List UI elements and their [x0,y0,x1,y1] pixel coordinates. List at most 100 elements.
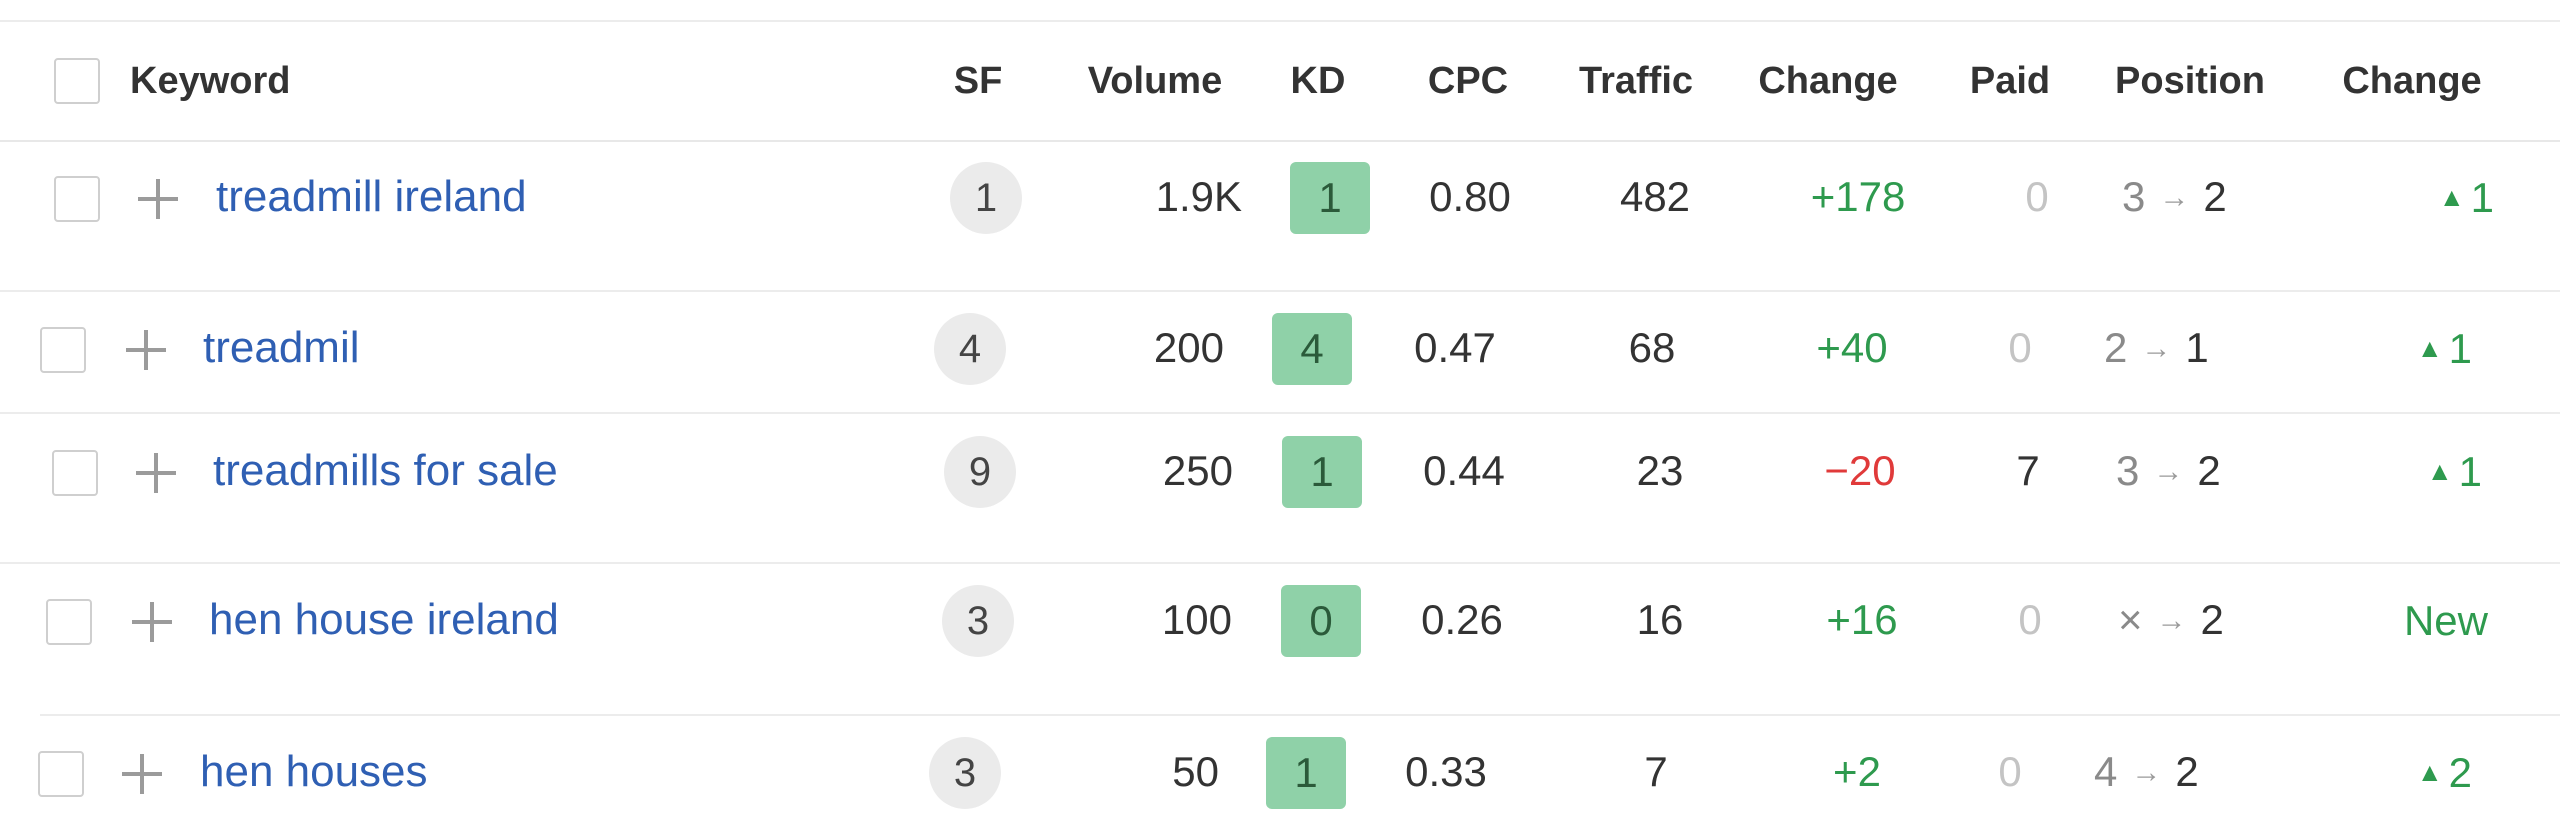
arrow-right-icon: → [2159,181,2190,214]
paid-value: 7 [2016,447,2040,494]
table-row: hen house ireland 3 100 0 0.26 16 +16 0 … [0,555,2560,685]
arrow-right-icon: → [2131,756,2162,789]
position-delta-value: 1 [2470,174,2494,221]
position-to: 1 [2185,324,2209,371]
col-keyword-header[interactable]: Keyword [130,60,291,102]
triangle-up-icon: ▲ [2416,333,2443,363]
col-traffic-header[interactable]: Traffic [1578,60,1694,102]
traffic-value: 23 [1636,447,1684,494]
triangle-up-icon: ▲ [2426,456,2453,486]
traffic-value: 7 [1644,748,1668,795]
paid-value: 0 [2018,596,2042,643]
volume-value: 1.9K [1155,173,1242,220]
col-change-header[interactable]: Change [1758,60,1898,102]
row-checkbox[interactable] [52,450,98,496]
col-position-header[interactable]: Position [2115,60,2265,102]
traffic-value: 16 [1636,596,1684,643]
position-delta-value: 1 [2448,325,2472,372]
position-delta-value: 2 [2448,749,2472,796]
arrow-right-icon: → [2153,455,2184,488]
col-position-change-header[interactable]: Change [2342,60,2482,102]
position-delta-value: 1 [2458,448,2482,495]
row-checkbox[interactable] [46,599,92,645]
volume-value: 200 [1153,324,1224,371]
sf-badge[interactable]: 9 [944,436,1016,508]
kd-badge: 1 [1290,162,1370,234]
position-delta: ▲ 2 [2417,746,2472,799]
position-from: 3 [2122,173,2146,220]
position-from-none: × [2118,596,2143,643]
traffic-change-value: +178 [1810,173,1906,220]
sf-badge[interactable]: 3 [942,585,1014,657]
position-delta: ▲ 1 [2417,322,2472,375]
position-to: 2 [2203,173,2227,220]
row-divider [0,562,2560,564]
row-divider [0,412,2560,414]
position-from: 3 [2116,447,2140,494]
traffic-value: 68 [1628,324,1676,371]
position-change: 3 → 2 [2116,445,2221,498]
select-all-checkbox[interactable] [54,58,100,104]
position-to: 2 [2200,596,2224,643]
sf-badge[interactable]: 1 [950,162,1022,234]
sf-badge[interactable]: 3 [929,737,1001,809]
add-keyword-plus-icon[interactable] [136,177,180,221]
cpc-value: 0.26 [1421,596,1503,643]
position-change: 2 → 1 [2104,322,2209,375]
add-keyword-plus-icon[interactable] [124,328,168,372]
row-divider [0,290,2560,292]
col-cpc-header[interactable]: CPC [1427,60,1509,102]
paid-value: 0 [2025,173,2049,220]
position-to: 2 [2175,748,2199,795]
row-checkbox[interactable] [54,176,100,222]
position-from: 4 [2094,748,2118,795]
volume-value: 50 [1172,748,1219,795]
new-label: New [2403,597,2488,644]
keyword-link[interactable]: hen house ireland [209,595,559,644]
add-keyword-plus-icon[interactable] [120,752,164,796]
col-paid-header[interactable]: Paid [1969,60,2051,102]
table-header: Keyword SF Volume KD CPC Traffic Change … [0,22,2560,142]
sf-badge[interactable]: 4 [934,313,1006,385]
row-divider [40,714,2560,716]
cpc-value: 0.47 [1414,324,1496,371]
col-volume-header[interactable]: Volume [1087,60,1223,102]
position-from: 2 [2104,324,2128,371]
table-row: treadmills for sale 9 250 1 0.44 23 −20 … [0,410,2560,540]
table-row: treadmill ireland 1 1.9K 1 0.80 482 +178… [0,142,2560,272]
position-change: 4 → 2 [2094,746,2199,799]
cpc-value: 0.33 [1405,748,1487,795]
arrow-right-icon: → [2141,332,2172,365]
triangle-up-icon: ▲ [2416,757,2443,787]
keyword-link[interactable]: hen houses [200,747,428,796]
traffic-change-value: −20 [1824,447,1896,494]
table-row: hen houses 3 50 1 0.33 7 +2 0 4 → 2 ▲ 2 [0,707,2560,837]
table-row: treadmil 4 200 4 0.47 68 +40 0 2 → 1 ▲ 1 [0,285,2560,415]
row-checkbox[interactable] [38,751,84,797]
kd-badge: 1 [1282,436,1362,508]
position-delta: ▲ 1 [2439,171,2494,224]
position-to: 2 [2197,447,2221,494]
position-delta: New [2398,594,2488,647]
row-checkbox[interactable] [40,327,86,373]
col-kd-header[interactable]: KD [1290,60,1346,102]
keyword-link[interactable]: treadmill ireland [216,172,527,221]
arrow-right-icon: → [2156,604,2187,637]
cpc-value: 0.44 [1423,447,1505,494]
add-keyword-plus-icon[interactable] [130,600,174,644]
add-keyword-plus-icon[interactable] [134,451,178,495]
col-sf-header[interactable]: SF [953,60,1003,102]
traffic-value: 482 [1619,173,1691,220]
keyword-link[interactable]: treadmills for sale [213,446,558,495]
traffic-change-value: +16 [1826,596,1898,643]
keyword-link[interactable]: treadmil [203,323,360,372]
triangle-up-icon: ▲ [2438,182,2465,212]
volume-value: 250 [1162,447,1233,494]
traffic-change-value: +2 [1833,748,1881,795]
paid-value: 0 [1998,748,2022,795]
cpc-value: 0.80 [1429,173,1511,220]
position-delta: ▲ 1 [2427,445,2482,498]
position-change: 3 → 2 [2122,171,2227,224]
kd-badge: 1 [1266,737,1346,809]
position-change: × → 2 [2118,594,2224,647]
